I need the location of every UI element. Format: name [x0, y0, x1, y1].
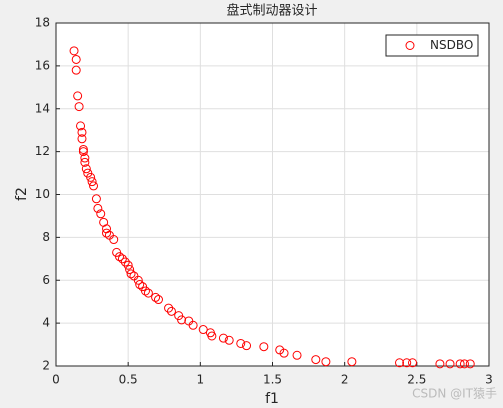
- data-point: [218, 333, 228, 343]
- data-point: [445, 359, 455, 369]
- data-point: [115, 252, 125, 262]
- data-point: [89, 181, 99, 191]
- y-tick-label: 18: [35, 16, 50, 30]
- data-point: [69, 46, 79, 56]
- data-point: [135, 280, 145, 290]
- data-point: [109, 235, 119, 245]
- x-tick-label: 2: [341, 373, 349, 387]
- legend-box: [385, 34, 479, 57]
- data-point: [459, 359, 469, 369]
- plot-frame: [55, 22, 490, 367]
- data-point: [93, 203, 103, 213]
- data-point: [87, 177, 97, 187]
- data-point: [207, 331, 217, 341]
- data-point: [96, 209, 106, 219]
- y-tick-label: 10: [35, 187, 50, 201]
- data-point: [71, 54, 81, 64]
- data-point: [71, 65, 81, 75]
- data-point: [198, 325, 208, 335]
- chart-title: 盘式制动器设计: [226, 3, 317, 19]
- data-point: [76, 121, 86, 131]
- data-point: [78, 147, 88, 157]
- data-point: [311, 355, 321, 365]
- data-point: [151, 292, 161, 302]
- y-tick-label: 6: [42, 273, 50, 287]
- data-point: [236, 338, 246, 348]
- data-point: [74, 102, 84, 112]
- data-point: [77, 127, 87, 137]
- y-tick-label: 8: [42, 230, 50, 244]
- data-point: [164, 303, 174, 313]
- data-point: [279, 348, 289, 358]
- data-point: [120, 257, 130, 267]
- data-point: [224, 335, 234, 345]
- data-point: [86, 172, 96, 182]
- data-point: [126, 269, 136, 279]
- data-point: [140, 286, 150, 296]
- y-tick-label: 12: [35, 144, 50, 158]
- y-tick-label: 2: [42, 359, 50, 373]
- y-tick-label: 4: [42, 316, 50, 330]
- y-tick-label: 14: [35, 101, 50, 115]
- data-point: [292, 350, 302, 360]
- data-point: [395, 358, 405, 368]
- data-point: [80, 157, 90, 167]
- watermark: CSDN @IT猿手: [412, 386, 497, 401]
- data-point: [408, 358, 418, 368]
- data-point: [77, 134, 87, 144]
- data-point: [188, 320, 198, 330]
- x-tick-label: 1.5: [263, 373, 282, 387]
- data-point: [166, 306, 176, 316]
- data-point: [153, 295, 163, 305]
- x-tick-label: 0: [52, 373, 60, 387]
- legend-marker: [405, 41, 415, 50]
- y-tick-label: 16: [35, 58, 50, 72]
- y-axis-label: f2: [14, 187, 30, 201]
- data-point: [73, 91, 83, 101]
- x-tick-label: 2.5: [407, 373, 426, 387]
- data-point: [133, 275, 143, 285]
- x-axis-label: f1: [265, 391, 279, 407]
- x-tick-label: 0.5: [119, 373, 138, 387]
- data-point: [91, 194, 101, 204]
- data-point: [102, 228, 112, 238]
- x-tick-label: 3: [485, 373, 493, 387]
- data-point: [123, 260, 133, 270]
- data-point: [117, 254, 127, 264]
- data-point: [242, 341, 252, 351]
- data-point: [465, 359, 475, 369]
- data-point: [125, 265, 135, 275]
- data-point: [455, 359, 465, 369]
- legend-label: NSDBO: [430, 38, 473, 52]
- data-point: [177, 315, 187, 325]
- data-point: [347, 357, 357, 367]
- data-point: [81, 164, 91, 174]
- data-point: [402, 358, 412, 368]
- data-point: [321, 357, 331, 367]
- data-point: [143, 288, 153, 298]
- data-point: [435, 359, 445, 369]
- data-point: [80, 153, 90, 163]
- data-point: [78, 144, 88, 154]
- x-tick-label: 1: [197, 373, 205, 387]
- data-point: [259, 342, 269, 352]
